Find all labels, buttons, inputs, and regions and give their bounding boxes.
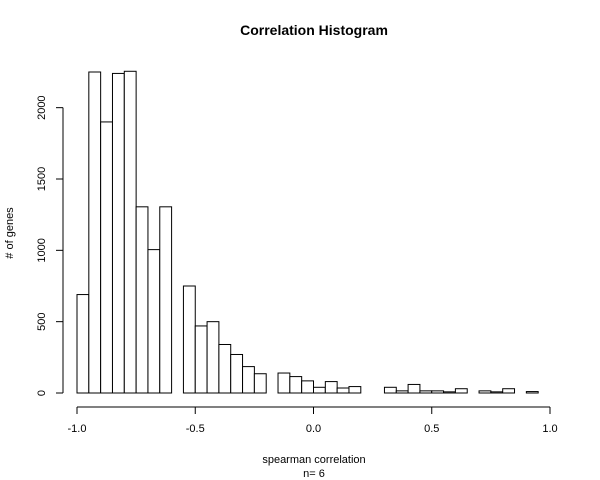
y-tick-label: 0 (36, 390, 48, 396)
histogram-bar (324, 381, 338, 394)
histogram-bar (490, 391, 504, 394)
x-axis-label: spearman correlation (262, 454, 365, 466)
histogram-bar (100, 121, 113, 394)
x-tick-label: -1.0 (68, 423, 87, 435)
x-tick-label: 0.0 (306, 423, 321, 435)
x-axis: -1.0 -0.5 0.0 0.5 1.0 (68, 406, 558, 435)
y-axis-label: # of genes (4, 207, 16, 259)
chart-title: Correlation Histogram (240, 22, 388, 38)
y-tick-label: 1000 (36, 238, 48, 262)
histogram-bar (147, 249, 161, 394)
histogram-bar (419, 390, 433, 394)
histogram-bar (206, 321, 220, 394)
histogram-bar (159, 206, 173, 394)
histogram-bar (182, 285, 196, 394)
x-tick-label: 1.0 (542, 423, 557, 435)
histogram-bar (253, 373, 267, 394)
bars-group (76, 70, 539, 394)
histogram-bar (194, 325, 208, 394)
x-tick-label: 0.5 (424, 423, 439, 435)
x-tick-label: -0.5 (186, 423, 205, 435)
y-tick-label: 1500 (36, 167, 48, 191)
x-axis-sublabel: n= 6 (303, 468, 325, 480)
histogram-bar (76, 294, 90, 394)
histogram-bar (301, 380, 314, 394)
histogram-bar (313, 386, 326, 394)
histogram-bar (395, 390, 409, 394)
histogram-bar (230, 353, 244, 394)
histogram-bar (407, 383, 421, 394)
histogram-bar (525, 391, 539, 394)
histogram-bar (478, 390, 492, 394)
histogram-bar (431, 390, 445, 394)
histogram-bar (289, 376, 303, 394)
histogram-bar (123, 70, 137, 394)
histogram-bar (454, 388, 468, 394)
histogram-bar (502, 388, 516, 394)
histogram-bar (383, 386, 397, 394)
histogram-bar (336, 387, 350, 394)
histogram-bar (218, 343, 232, 394)
y-tick-label: 500 (36, 312, 48, 330)
histogram-bar (348, 386, 362, 394)
y-tick-label: 2000 (36, 95, 48, 119)
y-axis: 0 500 1000 1500 2000 (36, 95, 64, 396)
histogram-bar (88, 71, 102, 394)
histogram-bar (135, 206, 149, 394)
histogram-bar (111, 72, 125, 394)
histogram-bar (277, 372, 291, 394)
histogram-bar (443, 391, 456, 394)
histogram-bar (242, 366, 255, 394)
